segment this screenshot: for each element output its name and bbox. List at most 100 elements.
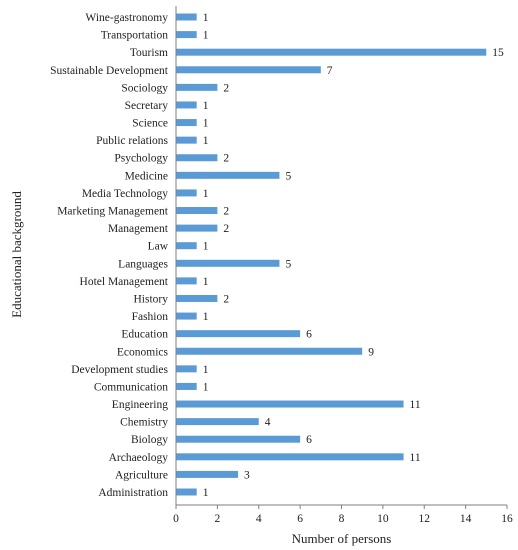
x-tick-label: 2 — [215, 513, 221, 525]
bar — [176, 382, 197, 390]
x-tick-label: 14 — [460, 513, 472, 525]
bar — [176, 470, 239, 478]
data-label: 1 — [203, 30, 209, 42]
data-label: 2 — [223, 223, 229, 235]
category-label: Sustainable Development — [50, 65, 169, 77]
bar — [176, 294, 218, 302]
data-label: 1 — [203, 12, 209, 24]
data-label: 6 — [306, 329, 312, 341]
category-label: Sociology — [121, 82, 168, 94]
x-tick-label: 12 — [419, 513, 431, 525]
category-label: Marketing Management — [57, 206, 169, 218]
x-tick-label: 0 — [173, 513, 179, 525]
bar — [176, 13, 197, 21]
category-label: History — [134, 293, 169, 305]
category-label: Agriculture — [115, 469, 168, 481]
bar — [176, 347, 363, 355]
category-label: Tourism — [130, 47, 168, 59]
data-label: 2 — [223, 82, 229, 94]
bar — [176, 48, 487, 56]
bar — [176, 400, 404, 408]
data-label: 2 — [223, 206, 229, 218]
bar — [176, 330, 301, 338]
data-label: 11 — [410, 399, 421, 411]
data-label: 1 — [203, 118, 209, 130]
data-label: 1 — [203, 100, 209, 112]
data-label: 11 — [410, 452, 421, 464]
bar — [176, 101, 197, 109]
bar — [176, 242, 197, 250]
x-axis-title: Number of persons — [292, 531, 392, 546]
bar — [176, 171, 280, 179]
category-label: Archaeology — [109, 452, 169, 464]
category-label: Hotel Management — [80, 276, 169, 288]
data-label: 1 — [203, 487, 209, 499]
category-label: Administration — [98, 487, 168, 499]
bar — [176, 31, 197, 39]
x-axis-ticks: 0 2 4 6 8 10 12 14 16 — [173, 505, 513, 525]
bar — [176, 119, 197, 127]
bars-layer — [176, 13, 487, 496]
bar — [176, 435, 301, 443]
category-labels: Wine-gastronomy Transportation Tourism Sust… — [50, 12, 169, 499]
bar — [176, 154, 218, 162]
data-label: 5 — [285, 170, 291, 182]
bar — [176, 66, 321, 74]
data-label: 15 — [492, 47, 504, 59]
category-label: Communication — [94, 381, 168, 393]
bar — [176, 259, 280, 267]
category-label: Public relations — [96, 135, 168, 147]
category-label: Management — [108, 223, 169, 235]
category-label: Medicine — [125, 170, 168, 182]
category-label: Engineering — [112, 399, 168, 411]
bar — [176, 312, 197, 320]
bar — [176, 83, 218, 91]
bar — [176, 207, 218, 215]
data-label: 6 — [306, 434, 312, 446]
data-label: 3 — [244, 469, 250, 481]
data-label: 5 — [285, 258, 291, 270]
data-label: 7 — [327, 65, 333, 77]
y-axis-title: Educational background — [9, 191, 24, 318]
bar — [176, 488, 197, 496]
category-label: Languages — [118, 258, 168, 270]
data-label: 1 — [203, 135, 209, 147]
bar — [176, 365, 197, 373]
data-label: 1 — [203, 381, 209, 393]
category-label: Psychology — [114, 153, 168, 165]
bar — [176, 224, 218, 232]
x-tick-label: 8 — [339, 513, 345, 525]
data-label: 4 — [265, 417, 271, 429]
x-tick-label: 16 — [501, 513, 513, 525]
bar — [176, 277, 197, 285]
x-tick-label: 6 — [297, 513, 303, 525]
category-label: Development studies — [71, 364, 168, 376]
data-label: 1 — [203, 276, 209, 288]
category-label: Biology — [131, 434, 168, 446]
category-label: Secretary — [125, 100, 169, 112]
data-label: 1 — [203, 188, 209, 200]
x-tick-label: 10 — [377, 513, 389, 525]
data-label: 2 — [223, 153, 229, 165]
bar — [176, 189, 197, 197]
category-label: Economics — [117, 346, 169, 358]
category-label: Law — [148, 241, 169, 253]
bar — [176, 136, 197, 144]
data-label: 1 — [203, 311, 209, 323]
category-label: Chemistry — [120, 417, 168, 429]
bar — [176, 453, 404, 461]
category-label: Science — [132, 118, 168, 130]
category-label: Education — [121, 329, 168, 341]
x-tick-label: 4 — [256, 513, 262, 525]
category-label: Media Technology — [82, 188, 168, 200]
bar — [176, 418, 259, 426]
category-label: Fashion — [132, 311, 169, 323]
category-label: Transportation — [101, 30, 169, 42]
data-label: 1 — [203, 241, 209, 253]
data-label: 1 — [203, 364, 209, 376]
data-label: 9 — [368, 346, 374, 358]
data-label: 2 — [223, 293, 229, 305]
